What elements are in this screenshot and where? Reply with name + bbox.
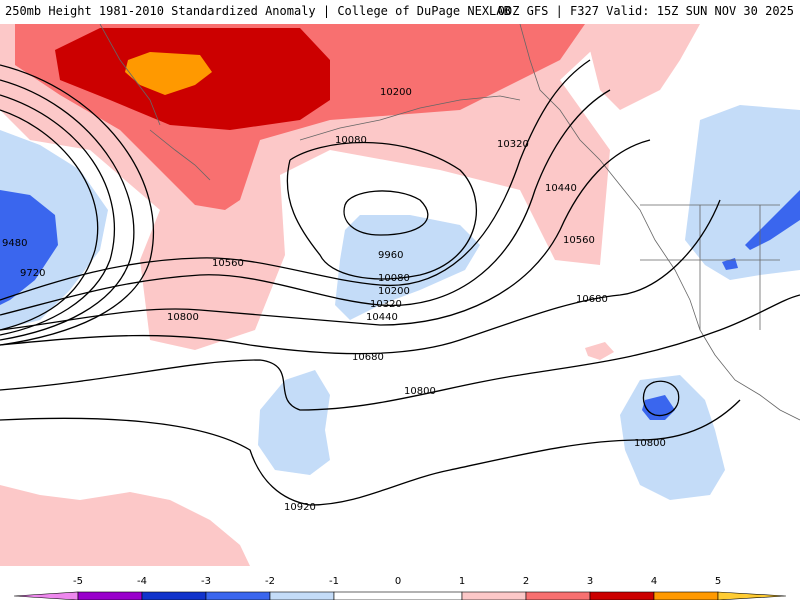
positive-anomaly-region: [125, 52, 212, 95]
height-contours: [0, 59, 800, 506]
contour-line: [286, 141, 477, 280]
contour-labels: 9480 9720 9960 10080 10080 10200 10200 1…: [2, 87, 666, 513]
negative-anomaly-region: [722, 258, 738, 270]
contour-label-10800: 10800: [634, 438, 666, 449]
colorbar-segment-neg2: [205, 591, 271, 601]
contour-line: [0, 94, 115, 336]
contour-label-10200: 10200: [378, 286, 410, 297]
contour-label-10800: 10800: [404, 386, 436, 397]
negative-anomaly-region: [745, 190, 800, 250]
contour-line: [0, 64, 155, 346]
colorbar-segment-pos5: [717, 591, 787, 601]
coastline: [99, 24, 161, 126]
negative-anomaly-region: [0, 190, 58, 305]
contour-label-10560: 10560: [563, 235, 595, 246]
contour-label-10440: 10440: [366, 312, 398, 323]
model-run-info: 00Z GFS | F327 Valid: 15Z SUN NOV 30 202…: [497, 4, 794, 18]
colorbar-tick: 5: [715, 576, 721, 587]
contour-label-9480: 9480: [2, 238, 27, 249]
contour-label-10080: 10080: [378, 273, 410, 284]
contour-label-9960: 9960: [378, 250, 403, 261]
colorbar-tick: -2: [265, 576, 275, 587]
contour-label-10080: 10080: [335, 135, 367, 146]
colorbar-tick: -5: [73, 576, 83, 587]
colorbar-segment-pos4: [653, 591, 719, 601]
positive-anomaly-region: [0, 485, 250, 566]
contour-label-10440: 10440: [545, 183, 577, 194]
colorbar-tick: 0: [395, 576, 401, 587]
contour-label-10800: 10800: [167, 312, 199, 323]
contour-label-10320: 10320: [370, 299, 402, 310]
contour-line: [0, 89, 611, 316]
contour-line: [0, 199, 721, 355]
colorbar-segment-pos3: [589, 591, 655, 601]
colorbar-segment-neg4: [77, 591, 143, 601]
contour-line: [0, 139, 651, 331]
colorbar-segment-neg5: [13, 591, 79, 601]
contour-line: [343, 190, 429, 236]
contour-line: [0, 294, 800, 411]
anomaly-shading: [0, 24, 800, 566]
colorbar-segment-neg1: [269, 591, 335, 601]
contour-line: [0, 79, 135, 341]
colorbar-segment-pos1: [461, 591, 527, 601]
anomaly-colorbar: -5 -4 -3 -2 -1 0 1 2 3 4 5: [0, 566, 800, 601]
negative-anomaly-region: [685, 105, 800, 280]
positive-anomaly-region: [585, 342, 614, 360]
coastlines: [99, 24, 800, 421]
negative-anomaly-region: [258, 370, 330, 475]
colorbar-tick: -1: [329, 576, 339, 587]
contour-label-10200: 10200: [380, 87, 412, 98]
coastline: [519, 24, 800, 421]
colorbar-tick: 1: [459, 576, 465, 587]
positive-anomaly-region: [590, 24, 700, 110]
map-header: 250mb Height 1981-2010 Standardized Anom…: [0, 0, 800, 24]
contour-label-10560: 10560: [212, 258, 244, 269]
coastline: [640, 204, 780, 330]
colorbar-tick: 4: [651, 576, 657, 587]
colorbar-tick: 2: [523, 576, 529, 587]
contour-label-10680: 10680: [576, 294, 608, 305]
colorbar-tick: 3: [587, 576, 593, 587]
contour-line: [0, 109, 99, 331]
colorbar-tick: -3: [201, 576, 211, 587]
colorbar-segment-zero: [333, 591, 463, 601]
colorbar-ticks: -5 -4 -3 -2 -1 0 1 2 3 4 5: [73, 576, 721, 587]
negative-anomaly-region: [335, 215, 480, 320]
colorbar-segment-pos2: [525, 591, 591, 601]
colorbar-segment-neg3: [141, 591, 207, 601]
contour-label-10320: 10320: [497, 139, 529, 150]
contour-line: [0, 59, 591, 301]
contour-label-10920: 10920: [284, 502, 316, 513]
contour-label-10680: 10680: [352, 352, 384, 363]
anomaly-map: 9480 9720 9960 10080 10080 10200 10200 1…: [0, 24, 800, 566]
coastline: [299, 95, 521, 141]
contour-label-9720: 9720: [20, 268, 45, 279]
colorbar-tick: -4: [137, 576, 147, 587]
coastline: [149, 129, 211, 181]
map-title: 250mb Height 1981-2010 Standardized Anom…: [5, 4, 511, 18]
colorbar-segments: [13, 591, 787, 601]
contour-line: [642, 380, 680, 417]
contour-line: [0, 399, 741, 506]
